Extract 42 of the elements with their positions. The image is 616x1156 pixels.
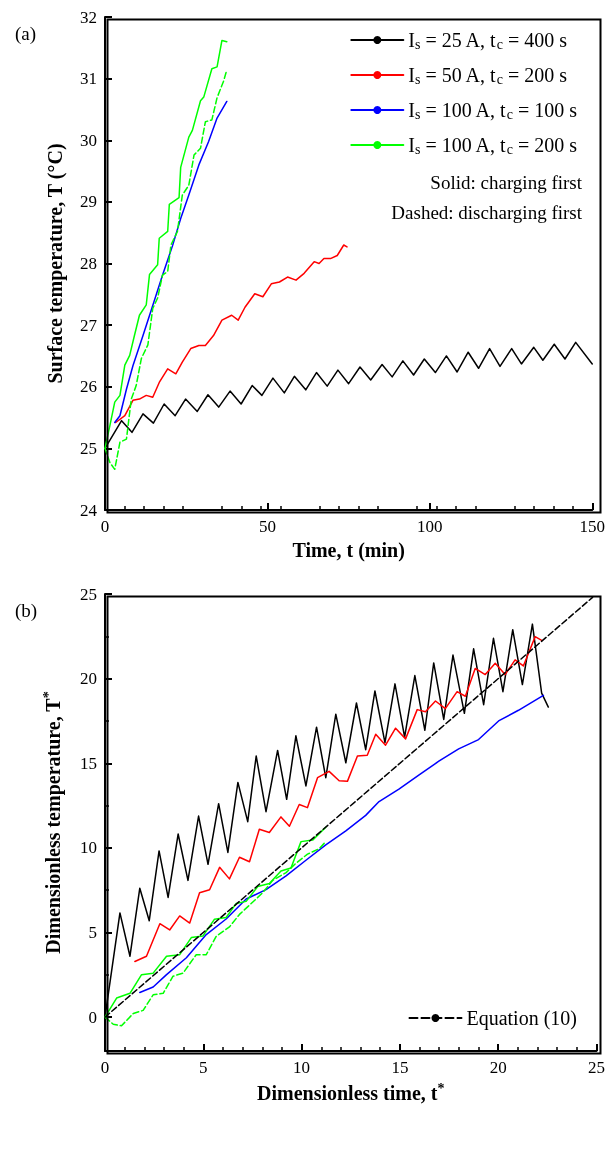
y-tick-label: 31 — [80, 69, 97, 89]
y-tick-label: 25 — [80, 584, 97, 604]
y-tick-label: 15 — [80, 753, 97, 773]
legend-label: Is = 100 A, tc = 200 s — [408, 134, 578, 157]
y-tick-label: 29 — [80, 192, 97, 212]
line-series — [134, 635, 543, 963]
x-tick-label: 50 — [258, 517, 276, 536]
y-tick-label: 28 — [80, 254, 97, 273]
y-axis-title: Surface temperature, T (°C) — [44, 143, 67, 384]
x-axis-title: Time, t (min) — [292, 539, 405, 562]
x-tick-label: 20 — [489, 1058, 507, 1077]
legend-label: Is = 25 A, tc = 400 s — [408, 29, 568, 52]
chart-title: (a) — [15, 23, 37, 45]
x-axis-title: Dimensionless time, t* — [256, 1080, 445, 1104]
y-tick-label: 10 — [80, 838, 97, 858]
legend-label: Equation (10) — [466, 1007, 577, 1030]
line-series — [139, 694, 545, 994]
x-tick-label: 0 — [100, 517, 110, 536]
y-tick-label: 20 — [80, 669, 97, 689]
y-tick-label: 26 — [80, 377, 97, 397]
y-tick-label: 32 — [80, 7, 97, 27]
line-series — [114, 100, 228, 424]
legend-label: Is = 100 A, tc = 100 s — [408, 99, 578, 122]
y-tick-label: 27 — [80, 315, 98, 335]
x-tick-label: 25 — [588, 1058, 605, 1077]
legend-label: Is = 50 A, tc = 200 s — [408, 64, 568, 87]
y-tick-label: 0 — [88, 1007, 97, 1027]
x-tick-label: 10 — [293, 1058, 311, 1077]
x-tick-label: 150 — [579, 517, 605, 536]
x-tick-label: 15 — [391, 1058, 409, 1077]
y-tick-label: 5 — [88, 923, 97, 943]
y-tick-label: 24 — [80, 500, 98, 520]
annotation: Dashed: discharging first — [391, 202, 583, 223]
y-tick-label: 25 — [80, 438, 97, 458]
chart-title: (b) — [15, 600, 38, 622]
y-tick-label: 30 — [80, 130, 97, 150]
x-tick-label: 0 — [100, 1058, 110, 1077]
line-series — [114, 244, 348, 424]
x-tick-label: 100 — [417, 517, 443, 536]
annotation: Solid: charging first — [430, 172, 583, 193]
y-axis-title: Dimensionless temperature, T* — [40, 691, 65, 954]
x-tick-label: 5 — [199, 1058, 208, 1077]
